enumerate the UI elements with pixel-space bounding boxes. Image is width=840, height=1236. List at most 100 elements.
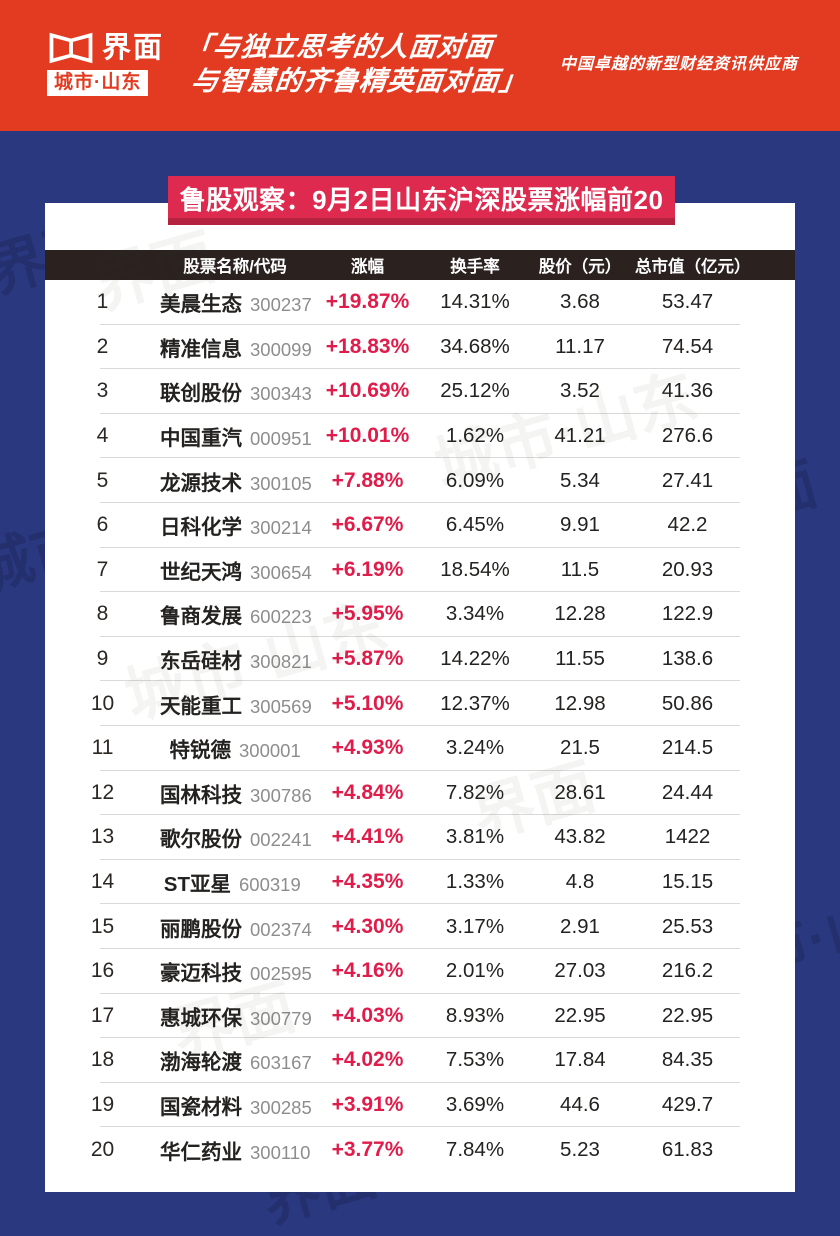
turnover-rate: 34.68% [440, 334, 510, 358]
market-cap: 22.95 [661, 1003, 714, 1027]
market-cap: 42.2 [667, 513, 708, 537]
stock-code: 300237 [250, 294, 312, 316]
stock-code: 300001 [239, 740, 301, 762]
stock-price: 17.84 [554, 1048, 606, 1072]
change-percent: +4.93% [331, 736, 404, 760]
stock-name: 国瓷材料 [160, 1095, 242, 1119]
rank: 14 [90, 870, 115, 894]
stock-price: 11.55 [555, 647, 605, 671]
body-area: 界面 城市·山东 界面 城市·山东 界面 股票名称/代码 涨幅 换手率 股价（元… [0, 131, 840, 1236]
market-cap: 50.86 [661, 691, 714, 715]
change-percent: +6.19% [331, 557, 404, 581]
stock-price: 2.91 [560, 914, 600, 938]
turnover-rate: 8.93% [445, 1003, 505, 1027]
stock-price: 11.17 [555, 334, 605, 358]
stock-code: 300569 [250, 695, 312, 717]
rank: 19 [90, 1092, 115, 1116]
stock-name-cell: ST亚星 600319 [160, 867, 310, 897]
stock-name-cell: 惠城环保 300779 [160, 1001, 312, 1031]
change-percent: +4.84% [331, 780, 404, 804]
header-band: 界面 城市·山东 「与独立思考的人面对面 与智慧的齐鲁精英面对面」 中国卓越的新… [0, 0, 840, 131]
stock-name: 世纪天鸿 [160, 560, 242, 584]
stock-name: ST亚星 [163, 873, 231, 897]
rank: 9 [96, 647, 109, 671]
stock-name: 天能重工 [160, 694, 242, 718]
stock-name-cell: 龙源技术 300105 [160, 466, 312, 496]
table-row: 3 联创股份 300343 +10.69% 25.12% 3.52 41.36 [45, 369, 795, 414]
rank: 4 [96, 424, 109, 448]
table-row: 10 天能重工 300569 +5.10% 12.37% 12.98 50.86 [45, 681, 795, 726]
stock-price: 11.5 [560, 557, 600, 581]
market-cap: 41.36 [661, 379, 714, 403]
turnover-rate: 3.17% [445, 914, 505, 938]
table-row: 18 渤海轮渡 603167 +4.02% 7.53% 17.84 84.35 [45, 1038, 795, 1083]
market-cap: 276.6 [661, 424, 714, 448]
stock-name: 东岳硅材 [160, 650, 242, 674]
rank: 18 [90, 1048, 115, 1072]
stock-code: 603167 [250, 1052, 312, 1074]
table-row: 6 日科化学 300214 +6.67% 6.45% 9.91 42.2 [45, 503, 795, 548]
stock-name-cell: 精准信息 300099 [160, 332, 312, 362]
turnover-rate: 2.01% [445, 959, 505, 983]
market-cap: 122.9 [661, 602, 714, 626]
turnover-rate: 14.22% [440, 647, 510, 671]
turnover-rate: 7.53% [445, 1048, 505, 1072]
rank: 5 [96, 468, 109, 492]
brand-name: 界面 [102, 31, 165, 64]
table-row: 16 豪迈科技 002595 +4.16% 2.01% 27.03 216.2 [45, 949, 795, 994]
rank: 6 [96, 513, 109, 537]
page-title: 鲁股观察：9月2日山东沪深股票涨幅前20 [179, 185, 664, 215]
table-row: 8 鲁商发展 600223 +5.95% 3.34% 12.28 122.9 [45, 592, 795, 637]
stock-name: 渤海轮渡 [160, 1051, 242, 1075]
rank: 20 [90, 1137, 115, 1161]
stock-price: 9.91 [560, 513, 600, 537]
stock-name-cell: 天能重工 300569 [160, 689, 312, 719]
stock-name-cell: 歌尔股份 002241 [160, 822, 312, 852]
stock-name: 联创股份 [160, 382, 242, 406]
stock-price: 41.21 [554, 424, 606, 448]
turnover-rate: 1.62% [445, 424, 505, 448]
change-percent: +4.30% [331, 914, 404, 938]
table-header-row: 股票名称/代码 涨幅 换手率 股价（元） 总市值（亿元） [45, 250, 795, 280]
stock-name: 精准信息 [160, 337, 242, 361]
rank: 16 [90, 959, 115, 983]
column-header-marketcap: 总市值（亿元） [635, 258, 751, 276]
stock-code: 300214 [250, 517, 312, 539]
stock-name-cell: 中国重汽 000951 [160, 421, 312, 451]
turnover-rate: 7.84% [445, 1137, 505, 1161]
table-row: 11 特锐德 300001 +4.93% 3.24% 21.5 214.5 [45, 726, 795, 771]
change-percent: +3.91% [331, 1092, 404, 1116]
table-row: 17 惠城环保 300779 +4.03% 8.93% 22.95 22.95 [45, 994, 795, 1039]
stock-name-cell: 联创股份 300343 [160, 376, 312, 406]
stock-name-cell: 东岳硅材 300821 [160, 644, 312, 674]
rank: 12 [90, 780, 115, 804]
stock-name-cell: 世纪天鸿 300654 [160, 555, 312, 585]
stock-price: 21.5 [560, 736, 600, 760]
stock-code: 002595 [250, 963, 312, 985]
stock-name-cell: 国林科技 300786 [160, 778, 312, 808]
stock-code: 300343 [250, 383, 312, 405]
turnover-rate: 1.33% [445, 870, 505, 894]
slogan-line1: 「与独立思考的人面对面 [183, 32, 495, 62]
market-cap: 429.7 [661, 1092, 714, 1116]
stock-code: 300779 [250, 1007, 312, 1029]
rank: 13 [90, 825, 115, 849]
stock-price: 28.61 [554, 780, 606, 804]
stock-name: 歌尔股份 [160, 828, 242, 852]
brand-region-badge: 城市·山东 [47, 70, 149, 96]
change-percent: +5.87% [331, 647, 404, 671]
table-body: 1 美晨生态 300237 +19.87% 14.31% 3.68 53.47 … [45, 280, 795, 1172]
stock-name: 中国重汽 [160, 427, 242, 451]
change-percent: +4.02% [331, 1048, 404, 1072]
turnover-rate: 7.82% [445, 780, 505, 804]
stock-price: 44.6 [560, 1092, 600, 1116]
stock-name: 美晨生态 [160, 293, 242, 317]
stock-code: 300654 [250, 561, 312, 583]
stock-name: 丽鹏股份 [160, 917, 242, 941]
turnover-rate: 3.69% [445, 1092, 505, 1116]
column-header-turnover: 换手率 [450, 258, 500, 276]
table-card: 股票名称/代码 涨幅 换手率 股价（元） 总市值（亿元） 1 美晨生态 3002… [45, 203, 795, 1192]
rank: 10 [90, 691, 115, 715]
stock-name: 国林科技 [160, 783, 242, 807]
stock-price: 12.98 [554, 691, 606, 715]
